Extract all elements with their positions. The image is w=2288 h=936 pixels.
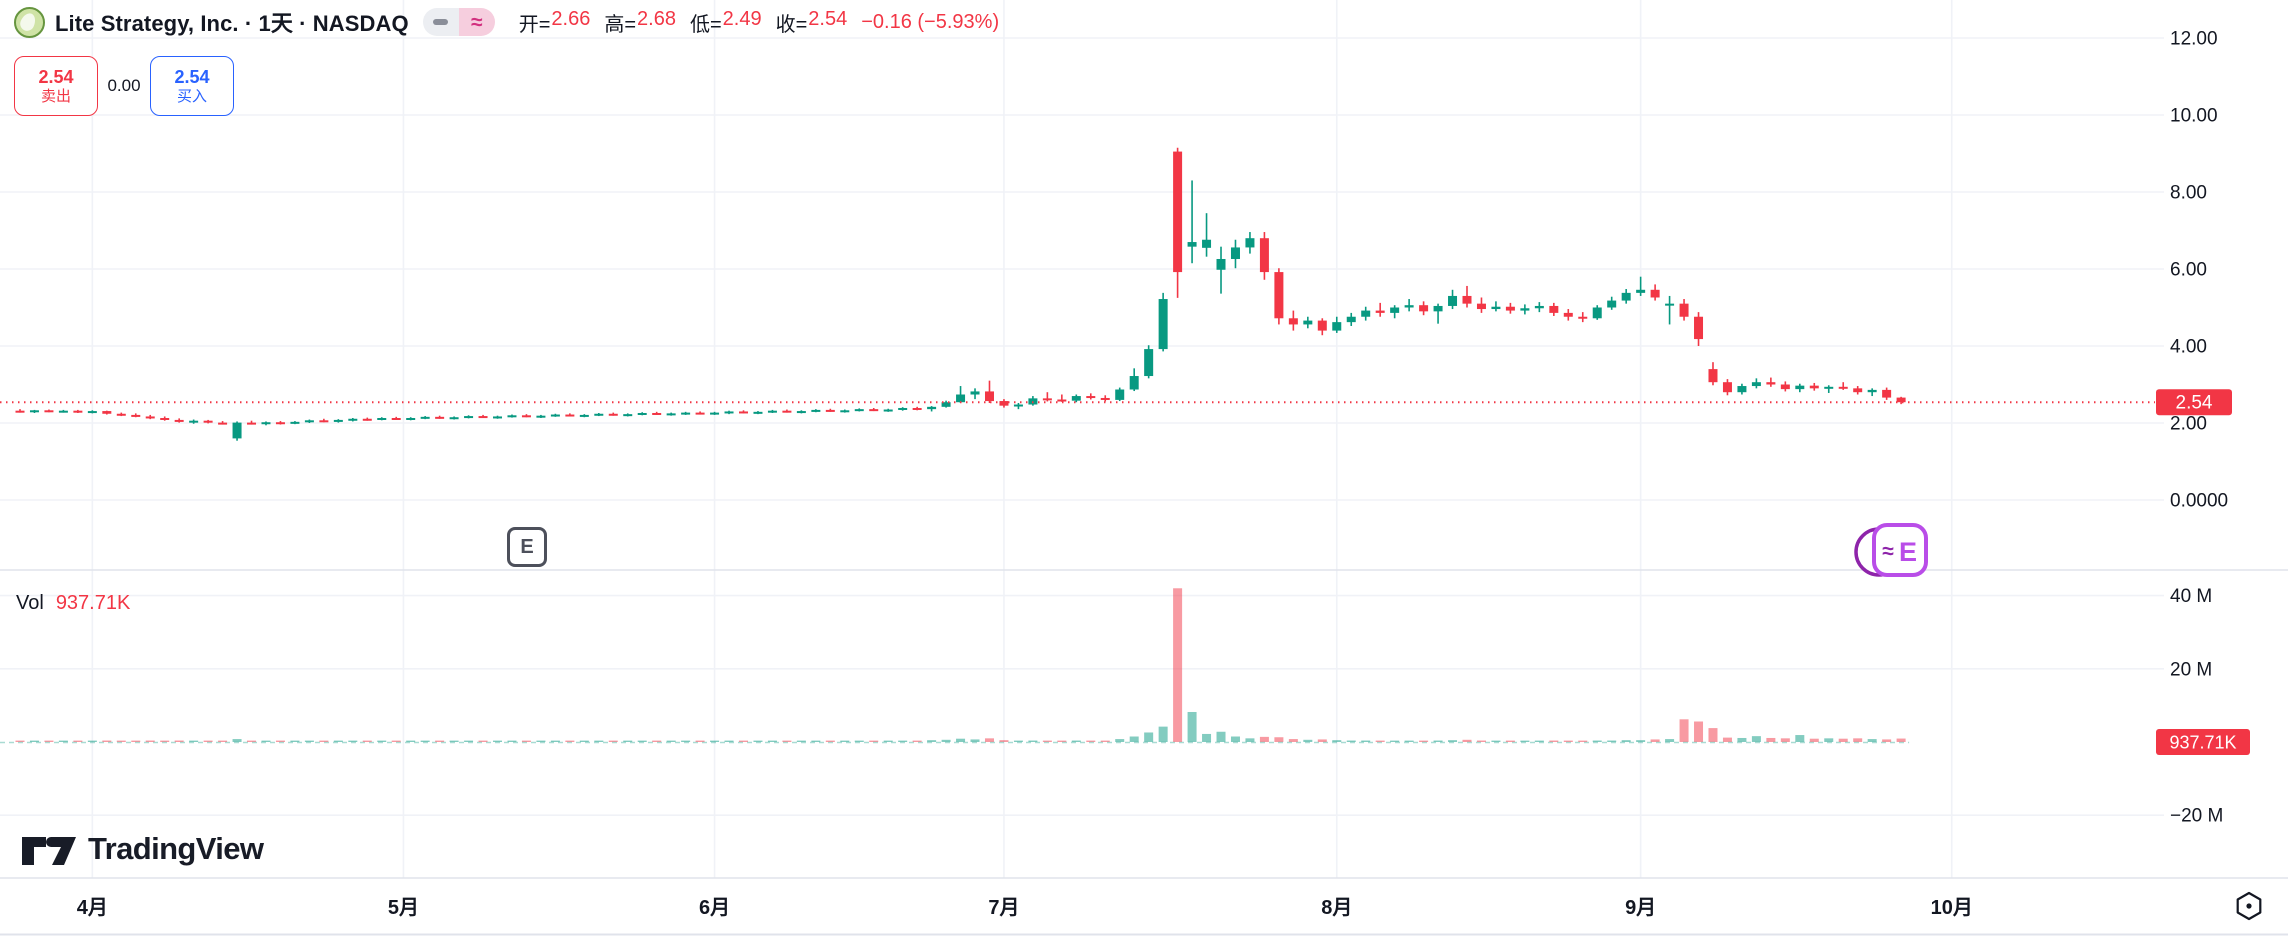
open-value: 2.66 — [551, 7, 591, 30]
svg-text:8.00: 8.00 — [2170, 183, 2207, 204]
symbol-logo-icon — [14, 6, 45, 38]
low-label: 低= — [689, 13, 722, 36]
earnings-upcoming-icon[interactable]: ≈ E — [1854, 518, 1936, 587]
low-value: 2.49 — [722, 7, 762, 30]
svg-text:7月: 7月 — [988, 897, 1019, 919]
symbol-title[interactable]: Lite Strategy, Inc. · 1天 · NASDAQ — [55, 11, 409, 36]
svg-text:4.00: 4.00 — [2170, 337, 2207, 358]
svg-text:6.00: 6.00 — [2170, 260, 2207, 281]
approx-icon: ≈ — [470, 10, 483, 34]
high-value: 2.68 — [637, 7, 676, 30]
current-price-tag — [2156, 389, 2232, 416]
sell-button[interactable]: 2.54 卖出 — [14, 56, 98, 116]
high-label: 高= — [604, 13, 637, 36]
svg-text:9月: 9月 — [1625, 897, 1656, 919]
legend-toggle-group: ≈ — [422, 8, 495, 36]
close-label: 收= — [775, 13, 808, 36]
volume-legend: Vol 937.71K — [16, 592, 130, 615]
earnings-badge-letter: E — [520, 535, 534, 558]
svg-text:6月: 6月 — [699, 897, 730, 919]
svg-text:12.00: 12.00 — [2170, 29, 2218, 50]
svg-text:40 M: 40 M — [2170, 586, 2212, 607]
ohlc-readout: 开= 2.66 高= 2.68 低= 2.49 收= 2.54 −0.16 (−5.93… — [519, 8, 999, 37]
open-label: 开= — [518, 13, 551, 36]
svg-text:2.00: 2.00 — [2170, 414, 2207, 435]
svg-text:≈: ≈ — [1882, 540, 1894, 563]
buy-price: 2.54 — [174, 67, 210, 88]
volume-current-value: 937.71K — [55, 592, 131, 614]
current-volume-tag — [2156, 729, 2250, 755]
svg-text:10月: 10月 — [1931, 897, 1973, 919]
svg-text:−20 M: −20 M — [2170, 806, 2223, 827]
time-axis[interactable]: 4月 5月 6月 7月 8月 9月 10月 — [77, 897, 1973, 919]
current-price-label: 2.54 — [2176, 393, 2213, 414]
svg-text:5月: 5月 — [388, 897, 419, 919]
timezone-settings-icon[interactable] — [2236, 891, 2262, 921]
spread-value: 0.00 — [107, 76, 141, 95]
svg-text:4月: 4月 — [77, 897, 108, 919]
volume-label: Vol — [16, 592, 44, 614]
tradingview-logo[interactable]: TradingView — [20, 830, 264, 868]
change-value: −0.16 (−5.93%) — [861, 10, 1000, 33]
svg-text:0.0000: 0.0000 — [2170, 491, 2228, 512]
buy-button[interactable]: 2.54 买入 — [150, 56, 234, 116]
sell-price: 2.54 — [38, 67, 74, 88]
svg-text:E: E — [1899, 537, 1917, 567]
svg-text:8月: 8月 — [1321, 897, 1352, 919]
close-value: 2.54 — [808, 7, 848, 30]
volume-bars-layer — [0, 588, 1910, 744]
tradingview-mark-icon — [22, 837, 76, 865]
earnings-upcoming-glyph: ≈ E — [1854, 523, 1928, 577]
current-volume-label: 937.71K — [2169, 733, 2236, 753]
svg-text:20 M: 20 M — [2170, 659, 2212, 680]
candles-layer — [15, 147, 1906, 441]
buy-label: 买入 — [176, 87, 207, 105]
svg-text:10.00: 10.00 — [2170, 106, 2218, 127]
sell-label: 卖出 — [40, 87, 71, 105]
earnings-reported-badge[interactable]: E — [507, 527, 547, 567]
legend-estimate-button[interactable]: ≈ — [458, 8, 495, 36]
dash-icon — [433, 19, 449, 25]
symbol-legend: Lite Strategy, Inc. · 1天 · NASDAQ ≈ 开= 2.… — [14, 6, 999, 38]
tradingview-wordmark: TradingView — [88, 831, 264, 866]
grid-layer — [0, 0, 2164, 878]
trade-panel: 2.54 卖出 0.00 2.54 买入 — [14, 56, 234, 116]
legend-collapse-button[interactable] — [422, 8, 459, 36]
price-axis[interactable]: 12.00 10.00 8.00 6.00 4.00 2.00 0.0000 40 M 20 M… — [2156, 29, 2250, 827]
